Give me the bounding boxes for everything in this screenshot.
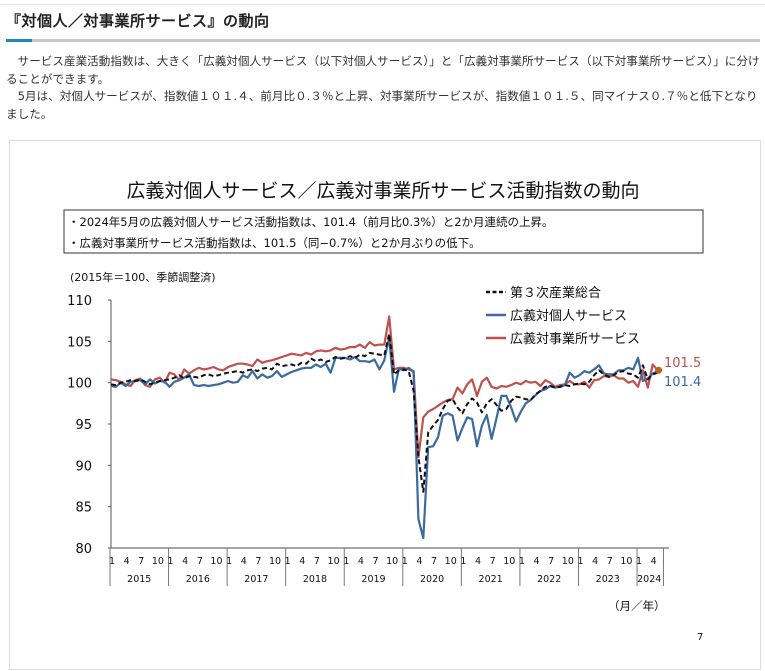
chart-frame (9, 140, 761, 670)
month-tick-label: 1 (577, 556, 583, 567)
month-tick-label: 7 (255, 556, 261, 567)
month-tick-label: 4 (299, 556, 305, 567)
year-label: 2021 (479, 574, 503, 585)
month-tick-label: 10 (210, 556, 222, 567)
month-tick-label: 1 (343, 556, 349, 567)
y-tick-label: 85 (75, 501, 92, 516)
month-tick-label: 7 (138, 556, 144, 567)
legend-label: 広義対個人サービス (510, 308, 627, 324)
end-value-label: 101.4 (664, 375, 701, 390)
y-tick-label: 95 (75, 418, 92, 433)
month-tick-label: 1 (519, 556, 525, 567)
intro-text: サービス産業活動指数は、大きく「広義対個人サービス（以下対個人サービス）」と「広… (6, 53, 761, 123)
month-tick-label: 1 (402, 556, 408, 567)
month-tick-label: 10 (503, 556, 515, 567)
month-tick-label: 10 (328, 556, 340, 567)
month-tick-label: 4 (475, 556, 481, 567)
chart-title: 広義対個人サービス／広義対事業所サービス活動指数の動向 (126, 180, 639, 202)
month-tick-label: 1 (285, 556, 291, 567)
month-tick-label: 4 (416, 556, 422, 567)
month-tick-label: 10 (445, 556, 457, 567)
title-underline-accent (6, 39, 32, 42)
year-label: 2024 (637, 574, 661, 585)
paragraph-1: サービス産業活動指数は、大きく「広義対個人サービス（以下対個人サービス）」と「広… (6, 54, 760, 86)
month-tick-label: 1 (636, 556, 642, 567)
month-tick-label: 10 (269, 556, 281, 567)
paragraph-2: 5月は、対個人サービスが、指数値１０１.４、前月比０.３％と上昇、対事業所サービ… (6, 89, 758, 121)
legend-label: 第３次産業総合 (510, 285, 601, 301)
month-tick-label: 10 (620, 556, 632, 567)
month-tick-label: 1 (109, 556, 115, 567)
series-line-individual (110, 336, 659, 540)
month-tick-label: 7 (314, 556, 320, 567)
month-tick-label: 4 (182, 556, 188, 567)
month-tick-label: 4 (358, 556, 364, 567)
year-label: 2020 (420, 574, 444, 585)
month-tick-label: 7 (607, 556, 613, 567)
month-tick-label: 4 (651, 556, 657, 567)
month-tick-label: 1 (460, 556, 466, 567)
month-tick-label: 4 (592, 556, 598, 567)
month-tick-label: 7 (197, 556, 203, 567)
month-tick-label: 4 (124, 556, 130, 567)
series-line-total (110, 332, 658, 493)
y-axis-unit: (2015年＝100、季節調整済) (70, 270, 216, 284)
y-tick-label: 105 (67, 335, 92, 350)
year-label: 2016 (186, 574, 210, 585)
month-tick-label: 10 (386, 556, 398, 567)
month-tick-label: 4 (241, 556, 247, 567)
title-underline (6, 39, 760, 42)
year-label: 2022 (537, 574, 561, 585)
top-divider (0, 4, 765, 5)
summary-line-2: ・広義対事業所サービス活動指数は、101.5（同−0.7%）と2か月ぶりの低下。 (68, 236, 481, 250)
year-label: 2019 (361, 574, 385, 585)
month-tick-label: 1 (226, 556, 232, 567)
summary-box (63, 209, 704, 254)
summary-line-1: ・2024年5月の広義対個人サービス活動指数は、101.4（前月比0.3%）と2… (68, 215, 554, 229)
section-title: 『対個人／対事業所サービス』の動向 (6, 12, 270, 30)
month-tick-label: 7 (431, 556, 437, 567)
x-axis-unit: （月／年） (608, 599, 666, 613)
month-tick-label: 7 (490, 556, 496, 567)
y-tick-label: 80 (75, 542, 92, 557)
year-label: 2017 (244, 574, 268, 585)
y-tick-label: 100 (67, 377, 92, 392)
month-tick-label: 10 (152, 556, 164, 567)
month-tick-label: 10 (562, 556, 574, 567)
end-value-label: 101.5 (664, 356, 701, 371)
y-tick-label: 110 (67, 294, 92, 309)
year-label: 2023 (596, 574, 620, 585)
year-label: 2018 (303, 574, 327, 585)
month-tick-label: 1 (168, 556, 174, 567)
latest-point-marker (655, 366, 663, 374)
year-label: 2015 (127, 574, 151, 585)
legend-label: 広義対事業所サービス (510, 331, 640, 347)
month-tick-label: 7 (372, 556, 378, 567)
page-number: 7 (697, 632, 703, 643)
month-tick-label: 4 (534, 556, 540, 567)
y-tick-label: 90 (75, 459, 92, 474)
month-tick-label: 7 (548, 556, 554, 567)
